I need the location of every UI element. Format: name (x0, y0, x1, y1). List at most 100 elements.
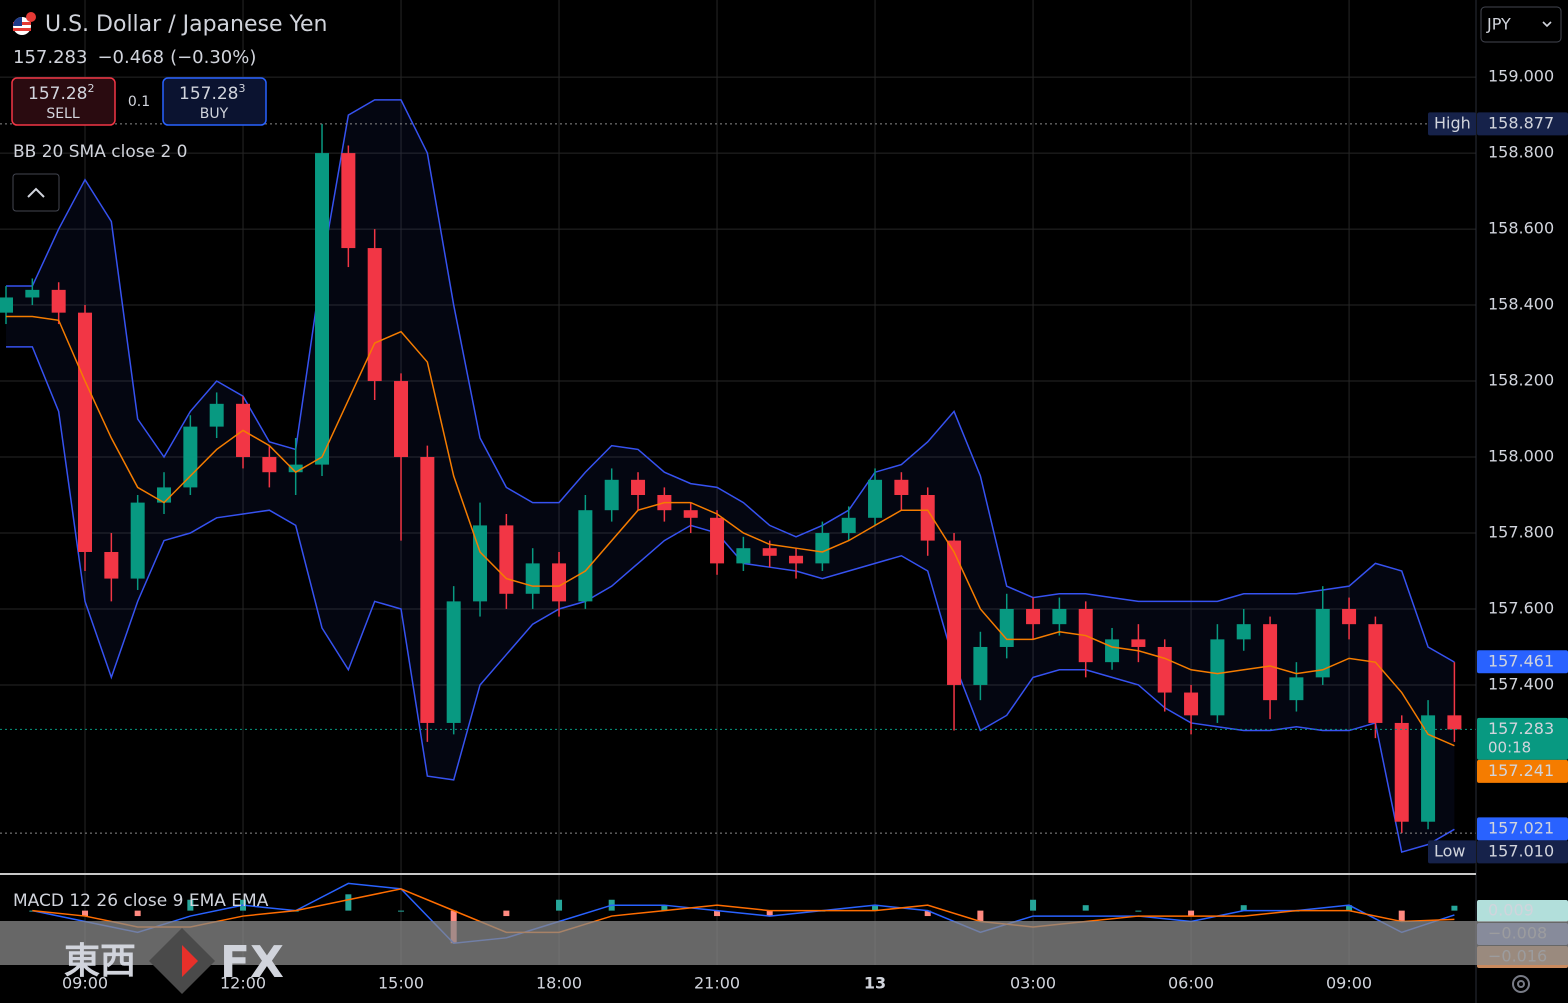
candle-body (315, 153, 330, 465)
settings-icon[interactable] (1512, 975, 1530, 993)
macd-hist-bar (134, 910, 141, 917)
watermark-right: FX (220, 937, 284, 988)
candle-body (578, 510, 593, 602)
macd-badge-label: 0.009 (1488, 901, 1534, 920)
x-tick-label: 18:00 (536, 974, 582, 993)
sell-price[interactable]: 157.282 (28, 82, 94, 104)
price-change: −0.468 (97, 47, 164, 68)
candle-body (1263, 624, 1278, 701)
candle-body (394, 381, 409, 458)
sell-price-main[interactable]: 157.28 (28, 84, 87, 104)
buy-button[interactable] (162, 77, 267, 126)
candle-body (341, 153, 356, 249)
candle-body (604, 479, 619, 511)
candle-body (1368, 624, 1383, 723)
candle-body (815, 532, 830, 564)
watermark-left: 東西 (64, 941, 136, 982)
macd-hist-bar (714, 910, 721, 917)
gear-center[interactable] (1517, 980, 1525, 988)
flag-icon (13, 12, 36, 35)
macd-hist-bar (1398, 910, 1405, 922)
candle-body (868, 479, 883, 518)
candle-body (499, 525, 514, 594)
buy-pip[interactable]: 3 (238, 82, 245, 95)
candle-body (1210, 639, 1225, 716)
band-basis (6, 315, 1455, 747)
x-tick-label: 06:00 (1168, 974, 1214, 993)
last-price: 157.283 (13, 47, 87, 68)
candle-body (209, 403, 224, 427)
candle-body (420, 457, 435, 723)
buy-price[interactable]: 157.283 (179, 82, 245, 104)
candle-body (1105, 639, 1120, 663)
candle-body (973, 646, 988, 685)
price-badge (1477, 759, 1568, 783)
currency-dropdown[interactable] (1480, 6, 1562, 43)
candle-body (683, 510, 698, 518)
macd-hist-bar (661, 905, 668, 911)
candle-body (1184, 692, 1199, 716)
x-tick-label: 21:00 (694, 974, 740, 993)
y-tick-label: 158.400 (1488, 295, 1554, 314)
candle-body (0, 297, 14, 313)
macd-signal-line (32, 888, 1455, 934)
macd-hist-bar (1082, 905, 1089, 911)
gear[interactable] (1512, 975, 1530, 993)
price-badge-label: 157.241 (1488, 761, 1554, 780)
candle-body (1421, 715, 1436, 822)
sell-label[interactable]: SELL (46, 106, 80, 122)
price-tag: Low (1434, 841, 1466, 860)
sell-button[interactable] (11, 77, 116, 126)
candle-body (1236, 624, 1251, 640)
candle-body (262, 457, 277, 473)
macd-hist-bar (924, 910, 931, 917)
y-tick-label: 158.200 (1488, 371, 1554, 390)
candle-body (631, 479, 646, 496)
macd-badge (1477, 900, 1568, 922)
y-tick-label: 157.400 (1488, 674, 1554, 693)
macd-hist-bar (872, 905, 879, 911)
macd-hist-bar (1188, 910, 1195, 917)
dropdown-caret[interactable] (1542, 21, 1552, 28)
macd-hist-bar (1240, 905, 1247, 911)
candle-body (894, 479, 909, 496)
price-badge (1477, 817, 1568, 841)
x-tick-label: 12:00 (220, 974, 266, 993)
x-tick-label: 13 (864, 974, 886, 993)
y-tick-label: 159.000 (1488, 67, 1554, 86)
buy-price-main[interactable]: 157.28 (179, 84, 238, 104)
trade-size[interactable]: 0.1 (128, 94, 150, 110)
price-badge-label: 157.010 (1488, 841, 1554, 860)
candle-body (789, 555, 804, 564)
x-axis: 09:00 12:00 15:00 18:00 21:00 13 03:00 06:00 09:… (62, 974, 1372, 993)
currency-label[interactable]: JPY (1486, 15, 1511, 34)
candle-body (841, 517, 856, 533)
band-lower (6, 346, 1455, 854)
candle-body (947, 540, 962, 685)
price-badge-label: 157.283 (1488, 719, 1554, 738)
candle-body (78, 312, 93, 552)
macd-hist-bar (766, 910, 773, 917)
candle-body (104, 551, 119, 579)
logo-diamond-accent (182, 945, 198, 977)
collapse-icon[interactable] (27, 187, 45, 198)
candle-body (130, 502, 145, 579)
price-badge (1477, 650, 1568, 674)
grid-layer (0, 0, 1476, 965)
candle-body (473, 525, 488, 602)
price-badge (1477, 717, 1568, 760)
candle-body (1026, 608, 1041, 625)
candle-body (446, 601, 461, 723)
symbol-title: U.S. Dollar / Japanese Yen (45, 12, 327, 37)
collapse-button[interactable] (12, 173, 60, 212)
candle-body (1315, 608, 1330, 678)
plot-layer (0, 99, 1476, 854)
buy-label[interactable]: BUY (200, 106, 229, 122)
watermark-logo: 東西 FX (64, 928, 284, 994)
candle-body (1342, 608, 1357, 625)
macd-hist-bar (1451, 905, 1458, 911)
macd-legend: MACD 12 26 close 9 EMA EMA (13, 891, 269, 911)
sell-pip[interactable]: 2 (87, 82, 94, 95)
